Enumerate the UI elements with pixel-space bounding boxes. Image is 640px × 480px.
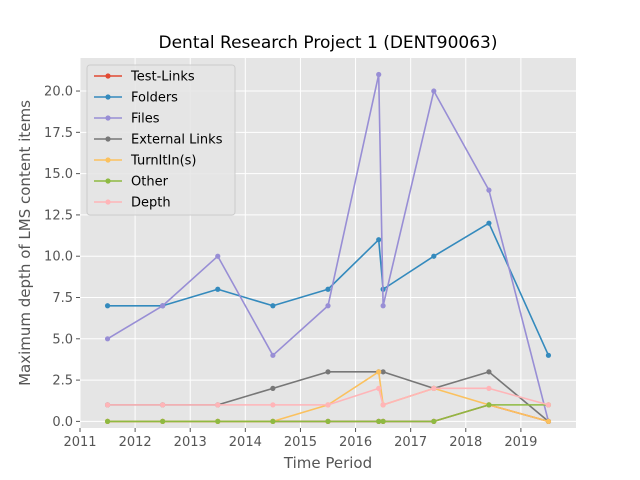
legend-item-folders: Folders <box>94 91 178 106</box>
legend-marker <box>105 73 111 79</box>
legend-box <box>86 64 236 216</box>
y-tick-label: 10.0 <box>44 250 73 265</box>
data-point-folders <box>545 352 552 358</box>
legend-marker <box>105 199 111 205</box>
axis-ticks: 2011 2012 2013 2014 2015 2016 2017 2018 2019 0.0 2… <box>44 85 537 450</box>
data-point-other <box>376 418 382 424</box>
legend: Test-Links Folders Files External Links Turn… <box>86 64 236 216</box>
y-tick-label: 12.5 <box>44 208 73 223</box>
data-point-other <box>215 418 221 424</box>
data-point-depth <box>380 402 386 408</box>
data-point-turnitin-s <box>376 369 382 375</box>
series-line-folders <box>107 222 550 356</box>
series-line-other <box>107 404 549 423</box>
data-point-folders <box>215 286 221 292</box>
series-depth <box>104 385 552 408</box>
x-tick-label: 2019 <box>504 435 537 450</box>
y-tick-label: 15.0 <box>44 167 73 182</box>
data-point-external-links <box>486 369 492 375</box>
y-tick-label: 5.0 <box>52 332 73 347</box>
y-tick-label: 0.0 <box>52 415 73 430</box>
data-point-depth <box>431 385 437 391</box>
y-tick-label: 7.5 <box>52 291 73 306</box>
data-point-folders <box>431 253 437 259</box>
legend-item-depth: Depth <box>94 196 171 211</box>
chart-title: Dental Research Project 1 (DENT90063) <box>159 33 498 53</box>
series-folders <box>104 220 552 358</box>
series-line-depth <box>107 387 549 406</box>
data-point-files <box>486 187 492 193</box>
legend-label: TurnItIn(s) <box>130 154 196 169</box>
x-tick-label: 2016 <box>339 435 372 450</box>
x-tick-label: 2012 <box>119 435 152 450</box>
data-point-turnitin-s <box>545 418 552 424</box>
legend-label: Files <box>131 112 160 127</box>
data-point-other <box>431 418 437 424</box>
y-axis-label: Maximum depth of LMS content items <box>16 100 34 386</box>
x-tick-label: 2014 <box>229 435 262 450</box>
series-files <box>104 71 552 424</box>
y-tick-label: 17.5 <box>44 126 73 141</box>
data-point-folders <box>104 303 111 309</box>
legend-item-external-links: External Links <box>94 133 223 148</box>
data-point-files <box>431 88 437 94</box>
data-point-folders <box>325 286 331 292</box>
legend-marker <box>105 178 111 184</box>
data-point-folders <box>376 237 382 243</box>
data-point-depth <box>325 402 331 408</box>
x-tick-label: 2013 <box>174 435 207 450</box>
data-point-folders <box>270 303 276 309</box>
x-tick-label: 2017 <box>394 435 427 450</box>
legend-marker <box>105 115 111 121</box>
data-point-other <box>486 402 492 408</box>
data-point-other <box>160 418 166 424</box>
data-point-other <box>325 418 331 424</box>
y-tick-label: 2.5 <box>52 374 73 389</box>
y-tick-label: 20.0 <box>44 85 73 100</box>
data-point-files <box>325 303 331 309</box>
data-point-depth <box>486 385 492 391</box>
legend-marker <box>105 94 111 100</box>
data-point-other <box>270 418 276 424</box>
data-point-external-links <box>270 385 276 391</box>
x-tick-label: 2015 <box>284 435 317 450</box>
x-tick-label: 2018 <box>449 435 482 450</box>
data-point-files <box>380 303 386 309</box>
data-point-external-links <box>325 369 331 375</box>
data-point-other <box>380 418 386 424</box>
legend-label: Folders <box>131 91 178 106</box>
legend-item-turnitin-s: TurnItIn(s) <box>94 154 196 169</box>
legend-item-other: Other <box>94 175 169 190</box>
data-point-external-links <box>380 369 386 375</box>
data-point-folders <box>486 220 492 226</box>
data-point-depth <box>104 402 111 408</box>
legend-marker <box>105 157 111 163</box>
data-point-depth <box>215 402 221 408</box>
x-tick-label: 2011 <box>63 435 96 450</box>
legend-label: Other <box>131 175 169 190</box>
data-point-depth <box>545 402 552 408</box>
data-point-depth <box>160 402 166 408</box>
series-line-files <box>107 73 550 422</box>
data-point-files <box>104 336 111 342</box>
legend-label: Depth <box>131 196 171 211</box>
data-point-other <box>104 418 111 424</box>
legend-item-test-links: Test-Links <box>94 70 195 85</box>
legend-item-files: Files <box>94 112 160 127</box>
legend-label: External Links <box>131 133 223 148</box>
series-lines <box>104 71 552 424</box>
data-point-files <box>215 253 221 259</box>
data-point-depth <box>270 402 276 408</box>
legend-label: Test-Links <box>130 70 195 85</box>
data-point-files <box>270 352 276 358</box>
data-point-files <box>160 303 166 309</box>
legend-marker <box>105 136 111 142</box>
x-axis-label: Time Period <box>283 454 372 472</box>
data-point-depth <box>376 385 382 391</box>
data-point-files <box>376 71 382 78</box>
